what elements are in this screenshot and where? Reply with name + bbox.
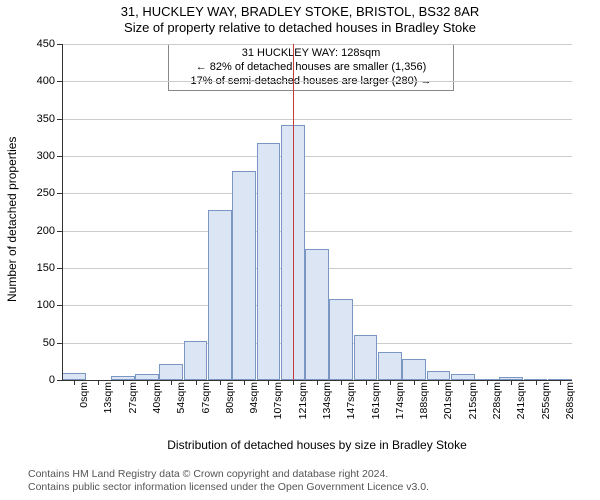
ytick-label: 250 <box>27 187 55 199</box>
annotation-box: 31 HUCKLEY WAY: 128sqm ← 82% of detached… <box>168 44 454 91</box>
ytick-label: 400 <box>27 75 55 87</box>
xtick-label: 80sqm <box>224 382 236 432</box>
y-axis-label: Number of detached properties <box>5 137 19 302</box>
xtick-label: 0sqm <box>78 382 90 432</box>
histogram-bar <box>354 335 378 380</box>
grid-line <box>62 231 572 232</box>
x-axis-label: Distribution of detached houses by size … <box>62 438 572 452</box>
histogram-bar <box>378 352 402 380</box>
xtick-label: 67sqm <box>200 382 212 432</box>
histogram-bar <box>427 371 451 380</box>
histogram-bar <box>329 299 353 380</box>
histogram-bar <box>232 171 256 380</box>
xtick-label: 134sqm <box>321 382 333 432</box>
xtick-label: 27sqm <box>127 382 139 432</box>
xtick-label: 54sqm <box>175 382 187 432</box>
ytick-label: 0 <box>27 374 55 386</box>
xtick-label: 161sqm <box>370 382 382 432</box>
grid-line <box>62 81 572 82</box>
grid-line <box>62 193 572 194</box>
footer-line1: Contains HM Land Registry data © Crown c… <box>28 468 429 481</box>
xtick-label: 107sqm <box>272 382 284 432</box>
histogram-bar <box>402 359 426 380</box>
ytick-label: 50 <box>27 337 55 349</box>
chart-title-line1: 31, HUCKLEY WAY, BRADLEY STOKE, BRISTOL,… <box>0 0 600 19</box>
ytick-label: 450 <box>27 38 55 50</box>
xtick-label: 147sqm <box>345 382 357 432</box>
xtick-label: 188sqm <box>418 382 430 432</box>
chart-container: 31, HUCKLEY WAY, BRADLEY STOKE, BRISTOL,… <box>0 0 600 500</box>
xtick-label: 13sqm <box>102 382 114 432</box>
ytick-label: 100 <box>27 299 55 311</box>
xtick-label: 255sqm <box>540 382 552 432</box>
histogram-bar <box>62 373 86 380</box>
xtick-label: 40sqm <box>151 382 163 432</box>
footer-attribution: Contains HM Land Registry data © Crown c… <box>28 468 429 494</box>
annotation-line1: 31 HUCKLEY WAY: 128sqm <box>175 47 447 61</box>
histogram-bar <box>184 341 208 380</box>
histogram-bar <box>305 249 329 380</box>
xtick-label: 121sqm <box>297 382 309 432</box>
ytick-label: 150 <box>27 262 55 274</box>
histogram-bar <box>257 143 281 380</box>
y-axis-line <box>62 44 63 380</box>
xtick-label: 228sqm <box>491 382 503 432</box>
grid-line <box>62 44 572 45</box>
xtick-label: 241sqm <box>515 382 527 432</box>
xtick-label: 268sqm <box>564 382 576 432</box>
ytick-label: 200 <box>27 225 55 237</box>
ytick-label: 300 <box>27 150 55 162</box>
histogram-bar <box>208 210 232 380</box>
x-axis-line <box>62 380 572 381</box>
xtick-label: 94sqm <box>248 382 260 432</box>
ytick-label: 350 <box>27 113 55 125</box>
grid-line <box>62 156 572 157</box>
histogram-bar <box>159 364 183 380</box>
footer-line2: Contains public sector information licen… <box>28 481 429 494</box>
xtick-label: 215sqm <box>467 382 479 432</box>
xtick-label: 174sqm <box>394 382 406 432</box>
reference-line <box>293 44 294 380</box>
grid-line <box>62 119 572 120</box>
chart-title-line2: Size of property relative to detached ho… <box>0 19 600 35</box>
xtick-label: 201sqm <box>442 382 454 432</box>
annotation-line2: ← 82% of detached houses are smaller (1,… <box>175 61 447 75</box>
